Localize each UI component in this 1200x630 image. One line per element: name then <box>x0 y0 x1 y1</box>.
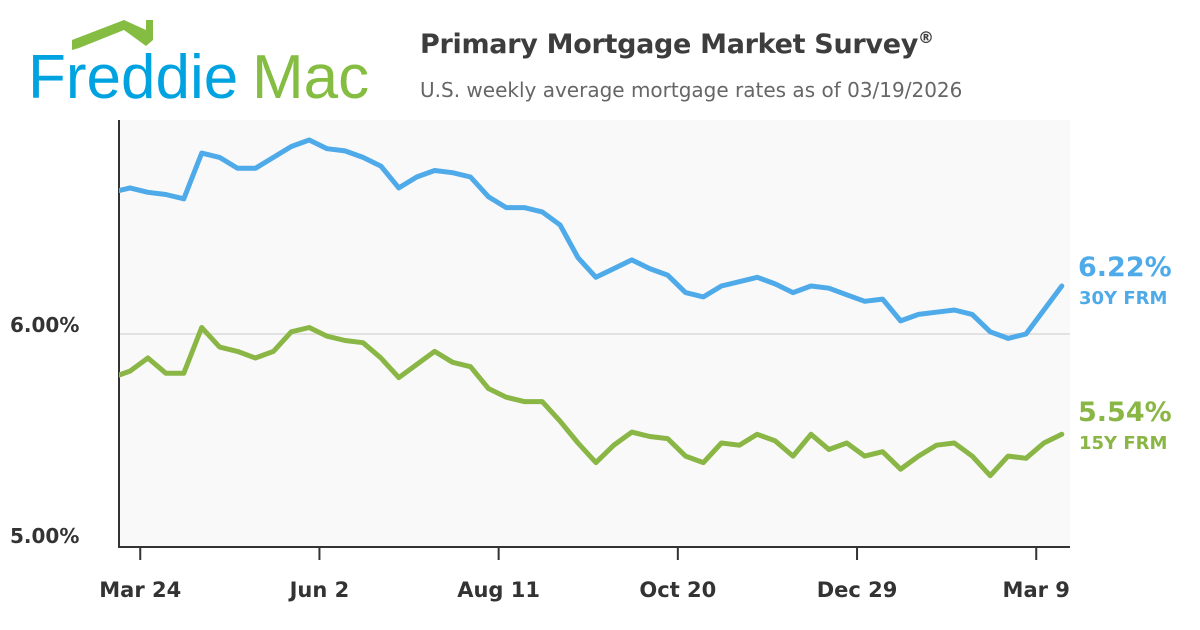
x-tick-label: Mar 24 <box>99 578 181 602</box>
series-line-15y <box>119 325 1065 479</box>
chart-title: Primary Mortgage Market Survey® <box>420 28 934 60</box>
house-roof-icon <box>72 20 153 50</box>
svg-text:Freddie: Freddie <box>28 43 238 108</box>
x-tick-label: Dec 29 <box>817 578 898 602</box>
x-tick-label: Aug 11 <box>457 578 540 602</box>
series-label-15y: 15Y FRM <box>1079 433 1167 454</box>
series-label-30y: 30Y FRM <box>1079 288 1167 309</box>
end-value-15y: 5.54% <box>1078 397 1172 428</box>
chart-subtitle: U.S. weekly average mortgage rates as of… <box>420 78 963 102</box>
svg-text:Mac: Mac <box>252 43 369 108</box>
series-line-30y <box>119 137 1065 341</box>
y-tick-label-5: 5.00% <box>10 524 79 548</box>
freddie-mac-logo: Freddie Mac <box>28 20 369 108</box>
x-tick-label: Jun 2 <box>288 578 350 602</box>
y-tick-label-6: 6.00% <box>10 313 79 337</box>
x-tick-label: Mar 9 <box>1003 578 1070 602</box>
x-tick-label: Oct 20 <box>639 578 716 602</box>
end-value-30y: 6.22% <box>1078 252 1172 283</box>
